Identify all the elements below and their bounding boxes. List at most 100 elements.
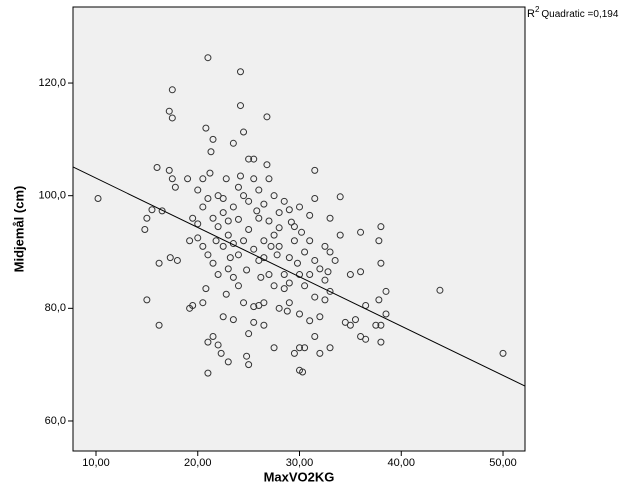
point xyxy=(270,192,278,200)
point xyxy=(296,344,304,352)
point xyxy=(143,296,151,304)
point xyxy=(209,214,217,222)
y-axis-title: Midjemål (cm) xyxy=(11,186,26,273)
point xyxy=(372,321,380,329)
point xyxy=(153,164,161,172)
point xyxy=(214,341,222,349)
point xyxy=(265,175,273,183)
point xyxy=(311,332,319,340)
point xyxy=(224,265,232,273)
point xyxy=(275,242,283,250)
point xyxy=(267,242,275,250)
point xyxy=(280,285,288,293)
point xyxy=(214,271,222,279)
point xyxy=(306,237,314,245)
point xyxy=(186,237,194,245)
point xyxy=(316,313,324,321)
point xyxy=(357,332,365,340)
point xyxy=(273,251,281,259)
point xyxy=(255,186,263,194)
point xyxy=(243,266,251,274)
point xyxy=(326,248,334,256)
point xyxy=(311,293,319,301)
point xyxy=(257,273,265,281)
point xyxy=(324,268,332,276)
point xyxy=(351,316,359,324)
point xyxy=(357,268,365,276)
point xyxy=(212,237,220,245)
point xyxy=(341,318,349,326)
point xyxy=(250,245,258,253)
point xyxy=(306,211,314,219)
point xyxy=(296,271,304,279)
y-tick-label: 80,0 xyxy=(45,302,66,314)
point xyxy=(275,224,283,232)
point xyxy=(141,225,149,233)
point xyxy=(209,332,217,340)
point xyxy=(204,54,212,62)
point xyxy=(260,200,268,208)
point xyxy=(270,282,278,290)
point xyxy=(214,192,222,200)
point xyxy=(166,254,174,262)
point xyxy=(165,166,173,174)
point xyxy=(321,242,329,250)
point xyxy=(245,330,253,338)
point xyxy=(285,299,293,307)
point xyxy=(321,296,329,304)
point xyxy=(168,86,176,94)
point xyxy=(184,175,192,183)
point xyxy=(173,256,181,264)
point xyxy=(301,248,309,256)
point xyxy=(245,155,253,163)
point xyxy=(336,193,344,201)
point xyxy=(255,214,263,222)
point xyxy=(204,251,212,259)
y-tick-label: 60,0 xyxy=(45,415,66,427)
point xyxy=(240,237,248,245)
point xyxy=(240,192,248,200)
point xyxy=(296,310,304,318)
point xyxy=(331,256,339,264)
point xyxy=(245,197,253,205)
point xyxy=(326,344,334,352)
point xyxy=(168,175,176,183)
point xyxy=(245,225,253,233)
point xyxy=(290,237,298,245)
point xyxy=(194,220,202,228)
point xyxy=(229,203,237,211)
point xyxy=(250,155,258,163)
point xyxy=(260,321,268,329)
annotation-sup: 2 xyxy=(535,5,540,14)
point xyxy=(199,299,207,307)
point xyxy=(382,310,390,318)
point xyxy=(234,183,242,191)
point xyxy=(209,135,217,143)
point xyxy=(214,223,222,231)
point xyxy=(250,175,258,183)
point xyxy=(155,259,163,267)
point xyxy=(346,271,354,279)
point xyxy=(293,259,301,267)
point xyxy=(299,368,307,376)
point xyxy=(202,285,210,293)
point xyxy=(234,215,242,223)
point xyxy=(234,251,242,259)
point xyxy=(199,203,207,211)
point xyxy=(287,218,295,226)
point xyxy=(194,186,202,194)
point xyxy=(362,335,370,343)
point xyxy=(189,214,197,222)
point xyxy=(301,282,309,290)
point xyxy=(189,302,197,310)
point xyxy=(240,128,248,136)
point xyxy=(199,175,207,183)
point xyxy=(217,349,225,357)
point xyxy=(234,282,242,290)
x-tick-label: 40,00 xyxy=(387,457,415,469)
point xyxy=(207,148,215,156)
point xyxy=(283,307,291,315)
point xyxy=(236,68,244,76)
point xyxy=(311,195,319,203)
